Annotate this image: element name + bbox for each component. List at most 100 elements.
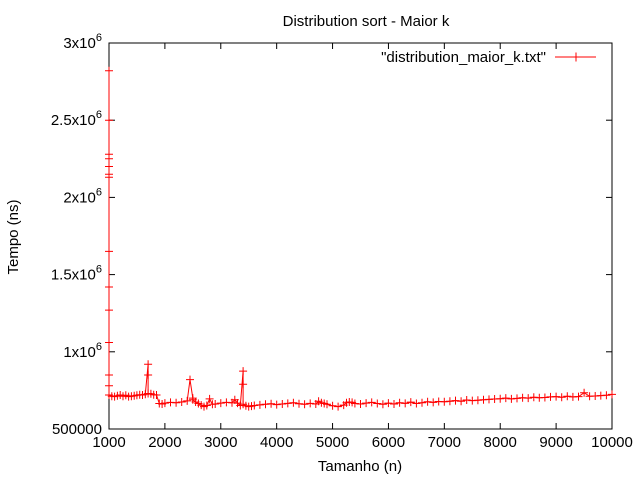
data-point — [160, 399, 169, 408]
data-point — [105, 381, 113, 390]
data-point — [272, 400, 281, 409]
data-point — [384, 399, 393, 408]
data-point — [105, 247, 113, 256]
data-point — [144, 360, 153, 369]
plot-frame — [108, 42, 613, 430]
data-point — [239, 367, 248, 376]
data-point — [261, 400, 270, 409]
plot-border — [108, 42, 613, 430]
data-point — [202, 401, 211, 410]
data-point — [152, 391, 161, 399]
data-point — [216, 399, 225, 408]
x-axis-title: Tamanho (n) — [318, 458, 402, 475]
y-axis-title: Tempo (ns) — [5, 199, 22, 274]
data-point — [501, 394, 510, 403]
series-line — [108, 70, 613, 408]
data-point — [334, 402, 343, 411]
data-point — [496, 394, 505, 403]
legend: "distribution_maior_k.txt" — [381, 49, 596, 66]
y-tick-label: 3x106 — [63, 32, 102, 52]
data-point — [278, 400, 287, 408]
data-point — [105, 116, 113, 125]
data-point — [445, 397, 454, 406]
data-point — [362, 399, 371, 408]
data-point — [144, 371, 153, 379]
data-point — [406, 398, 415, 407]
y-axis: 500000 1x106 1.5x106 2x106 2.5x106 3x106 — [51, 32, 612, 438]
data-point — [557, 393, 566, 402]
data-point — [412, 399, 421, 408]
data-point — [356, 400, 365, 408]
data-point — [300, 400, 309, 409]
x-tick-label: 7000 — [428, 434, 461, 451]
data-point — [105, 173, 113, 182]
data-point — [105, 338, 113, 347]
y-tick-label: 500000 — [52, 421, 102, 438]
data-point — [462, 396, 471, 404]
data-point — [172, 398, 181, 407]
data-point — [563, 392, 572, 401]
x-tick-label: 2000 — [148, 434, 181, 451]
data-point — [328, 401, 337, 410]
data-point — [186, 375, 194, 384]
data-point — [473, 396, 482, 405]
series-layer — [105, 66, 616, 411]
data-point — [580, 388, 589, 397]
x-tick-label: 9000 — [539, 434, 572, 451]
x-tick-label: 3000 — [204, 434, 237, 451]
data-point — [395, 398, 404, 407]
data-point — [211, 400, 220, 408]
data-point — [105, 154, 113, 163]
data-point — [367, 398, 376, 407]
data-point — [105, 66, 113, 75]
x-tick-label: 1000 — [92, 434, 125, 451]
data-point — [105, 162, 113, 171]
legend-swatch-marker — [571, 52, 581, 62]
x-axis: 1000 2000 3000 4000 5000 6000 7000 8000 9000 1000… — [92, 43, 633, 451]
data-point — [323, 400, 331, 409]
data-point — [401, 399, 410, 408]
data-point — [451, 396, 460, 405]
data-point — [418, 398, 426, 407]
data-point — [378, 400, 387, 409]
data-point — [105, 371, 113, 379]
data-point — [283, 399, 292, 408]
data-point — [267, 399, 276, 408]
x-tick-label: 5000 — [316, 434, 349, 451]
x-tick-label: 6000 — [372, 434, 405, 451]
data-point — [295, 399, 303, 408]
data-point — [440, 397, 449, 406]
y-tick-label: 1.5x106 — [51, 264, 102, 284]
data-point — [608, 390, 616, 399]
y-tick-label: 2.5x106 — [51, 109, 102, 129]
data-point — [574, 392, 583, 401]
data-point — [306, 399, 315, 408]
x-tick-label: 8000 — [484, 434, 517, 451]
chart-title: Distribution sort - Maior k — [283, 13, 450, 30]
x-tick-label: 4000 — [260, 434, 293, 451]
data-point — [524, 394, 533, 403]
data-point — [289, 398, 298, 407]
y-tick-label: 2x106 — [63, 186, 102, 206]
data-point — [105, 306, 113, 315]
data-point — [429, 398, 438, 407]
data-point — [390, 400, 398, 408]
data-point — [552, 392, 561, 401]
data-point — [239, 380, 248, 389]
data-point — [457, 397, 466, 406]
data-point — [540, 393, 549, 402]
data-point — [373, 399, 382, 408]
data-point — [255, 400, 264, 409]
data-point — [250, 401, 259, 410]
data-point — [105, 283, 113, 291]
data-point — [513, 394, 521, 403]
data-point — [529, 393, 538, 402]
y-tick-label: 1x106 — [63, 341, 102, 361]
data-point — [602, 391, 611, 400]
x-tick-label: 10000 — [591, 434, 633, 451]
data-point — [423, 397, 432, 406]
data-point — [183, 396, 192, 405]
legend-label: "distribution_maior_k.txt" — [381, 49, 546, 66]
data-point — [177, 398, 186, 406]
